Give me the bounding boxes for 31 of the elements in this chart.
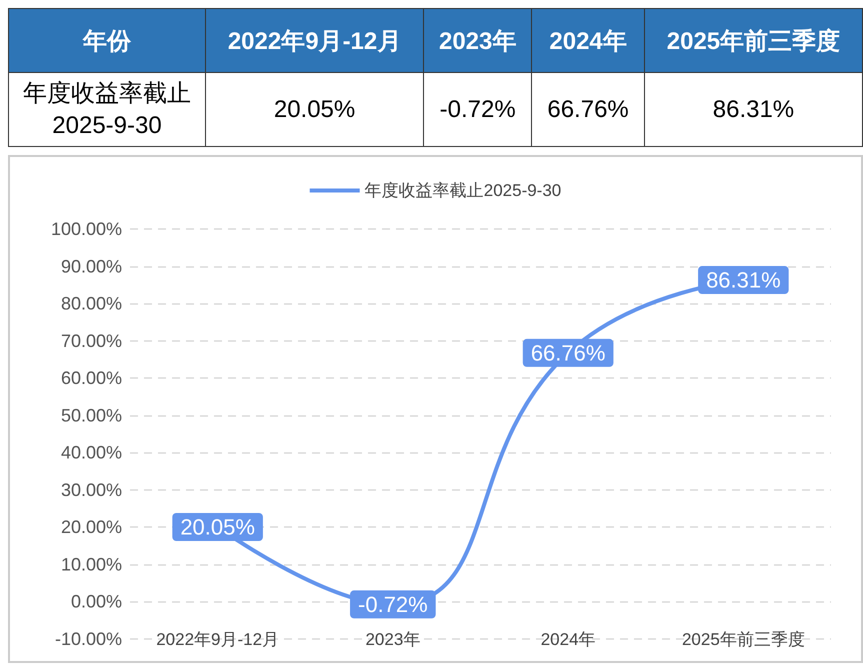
y-tick-label: 60.00% xyxy=(60,368,122,388)
legend-label: 年度收益率截止2025-9-30 xyxy=(364,181,562,200)
data-label: 20.05% xyxy=(180,514,255,540)
text: 66.76% xyxy=(547,96,629,122)
y-tick-label: 90.00% xyxy=(60,256,122,276)
y-tick-label: 40.00% xyxy=(60,442,122,463)
text: 86.31% xyxy=(712,96,794,122)
y-tick-label: -10.00% xyxy=(54,629,122,649)
y-tick-label: 50.00% xyxy=(60,405,122,426)
x-tick-label: 2025年前三季度 xyxy=(682,630,805,649)
category-label: 2025年前三季度 xyxy=(666,28,840,54)
data-label: 86.31% xyxy=(706,268,781,293)
y-tick-label: 10.00% xyxy=(60,554,122,574)
y-tick-label: 70.00% xyxy=(60,330,122,351)
y-tick-label: 30.00% xyxy=(60,480,122,500)
data-label: -0.72% xyxy=(358,592,428,617)
y-tick-label: 100.00% xyxy=(50,219,122,239)
y-tick-label: 0.00% xyxy=(70,592,122,612)
category-label: 2024年 xyxy=(549,28,627,54)
text: 年度收益率截止2025-9-30 xyxy=(23,80,191,138)
text: 年份 xyxy=(8,8,206,72)
x-tick-label: 2022年9月-12月 xyxy=(156,630,280,649)
x-tick-label: 2024年 xyxy=(540,630,596,649)
y-tick-label: 20.00% xyxy=(60,517,122,538)
category-label: 2023年 xyxy=(438,28,516,54)
text: -0.72% xyxy=(440,96,516,122)
text: 20.05% xyxy=(274,96,356,122)
y-tick-label: 80.00% xyxy=(60,294,122,314)
data-label: 66.76% xyxy=(530,340,606,366)
x-tick-label: 2023年 xyxy=(365,630,420,649)
category-label: 2022年9月-12月 xyxy=(228,28,402,54)
